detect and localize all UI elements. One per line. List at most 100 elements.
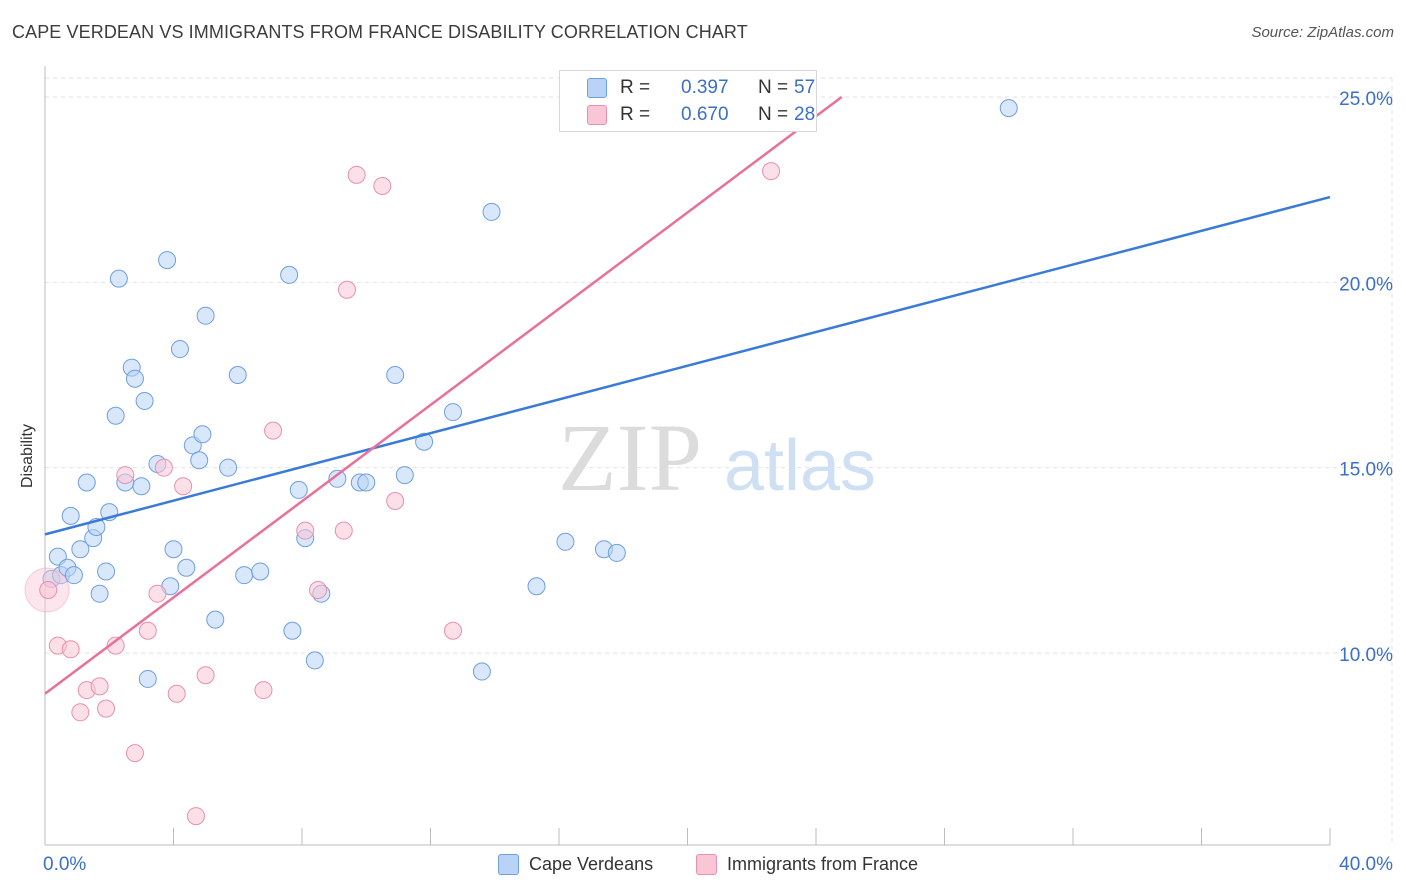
data-point — [264, 421, 283, 440]
data-point — [116, 466, 135, 485]
legend-label: Immigrants from France — [727, 854, 919, 874]
data-point — [61, 506, 80, 525]
data-point — [71, 703, 90, 722]
trend-lines — [44, 95, 1331, 695]
watermark-atlas: atlas — [724, 426, 876, 506]
data-point — [219, 458, 238, 477]
data-point — [334, 521, 353, 540]
series-immigrants-france-points — [24, 162, 781, 826]
data-point — [386, 366, 405, 384]
data-point — [125, 744, 144, 763]
data-point — [97, 562, 116, 581]
y-tick-label: 25.0% — [1339, 89, 1393, 110]
data-point — [235, 566, 254, 585]
data-point — [39, 580, 58, 599]
data-point — [527, 577, 546, 596]
data-point — [138, 669, 157, 688]
data-point — [97, 699, 116, 718]
x-tick-label: 0.0% — [43, 854, 86, 875]
data-point — [206, 610, 225, 629]
series-cape-verdeans-points — [42, 99, 1018, 688]
data-point — [251, 562, 270, 581]
legend-swatch-pink — [696, 854, 717, 875]
data-point — [443, 403, 462, 422]
data-point — [154, 458, 173, 477]
grid-lines — [45, 77, 1393, 845]
correlation-legend: R = 0.397 N = 57 R = 0.670 N = 28 — [559, 70, 817, 132]
y-tick-label: 20.0% — [1339, 274, 1393, 295]
data-point — [556, 532, 575, 551]
data-point — [186, 807, 205, 826]
x-tick-label: 40.0% — [1339, 854, 1393, 875]
data-point — [373, 176, 392, 195]
data-point — [61, 640, 80, 659]
data-point — [289, 480, 308, 499]
data-point — [90, 584, 109, 603]
data-point — [190, 451, 209, 470]
legend-n-label: N = — [758, 104, 789, 125]
data-point — [337, 280, 356, 299]
data-point — [196, 306, 215, 325]
data-point — [170, 340, 189, 359]
legend-n-label: N = — [758, 77, 789, 98]
data-point — [106, 406, 125, 425]
data-point — [174, 477, 193, 496]
data-point — [309, 580, 328, 599]
data-point — [254, 681, 273, 700]
data-point — [196, 666, 215, 685]
trend-line-cape-verdeans — [44, 195, 1331, 536]
data-point — [472, 662, 491, 681]
data-point — [762, 162, 781, 181]
data-point — [607, 543, 626, 562]
data-point — [283, 621, 302, 640]
data-point — [135, 391, 154, 410]
data-point — [106, 636, 125, 655]
data-point — [999, 99, 1018, 118]
data-point — [125, 369, 144, 388]
data-point — [132, 477, 151, 496]
y-tick-label: 10.0% — [1339, 645, 1393, 666]
legend-r-label: R = — [620, 77, 651, 98]
data-point — [109, 269, 128, 288]
data-point — [148, 584, 167, 603]
data-point — [71, 540, 90, 559]
chart-title: CAPE VERDEAN VS IMMIGRANTS FROM FRANCE D… — [12, 22, 748, 42]
data-point — [415, 432, 434, 451]
data-point — [228, 366, 247, 384]
legend-n-value: 28 — [794, 104, 816, 125]
data-point — [305, 651, 324, 670]
data-point — [77, 473, 96, 492]
data-point — [328, 469, 347, 488]
legend-swatch-pink — [587, 105, 607, 125]
tick-labels: 10.0% 15.0% 20.0% 25.0% 0.0% 40.0% — [43, 89, 1393, 875]
legend-swatch-blue — [587, 78, 607, 98]
data-point — [296, 521, 315, 540]
axes — [44, 66, 1331, 846]
data-point — [443, 621, 462, 640]
data-point — [90, 677, 109, 696]
data-point — [138, 621, 157, 640]
data-point — [357, 473, 376, 492]
y-tick-label: 15.0% — [1339, 460, 1393, 481]
data-point — [164, 540, 183, 559]
legend-label: Cape Verdeans — [529, 854, 654, 874]
watermark-zip: ZIP — [558, 404, 702, 511]
data-point — [280, 265, 299, 284]
data-point — [193, 425, 212, 444]
data-point — [395, 466, 414, 485]
legend-r-label: R = — [620, 104, 651, 125]
data-point — [347, 165, 366, 184]
data-point — [64, 566, 83, 585]
data-point — [177, 558, 196, 577]
legend-r-value: 0.397 — [681, 77, 729, 98]
data-point — [386, 492, 405, 511]
legend-n-value: 57 — [794, 77, 816, 98]
source-label: Source: ZipAtlas.com — [1251, 24, 1394, 41]
watermark: ZIP atlas — [558, 404, 876, 511]
legend-r-value: 0.670 — [681, 104, 729, 125]
data-point — [158, 251, 177, 270]
data-point — [167, 684, 186, 703]
data-point — [482, 202, 501, 221]
legend-swatch-blue — [498, 854, 519, 875]
